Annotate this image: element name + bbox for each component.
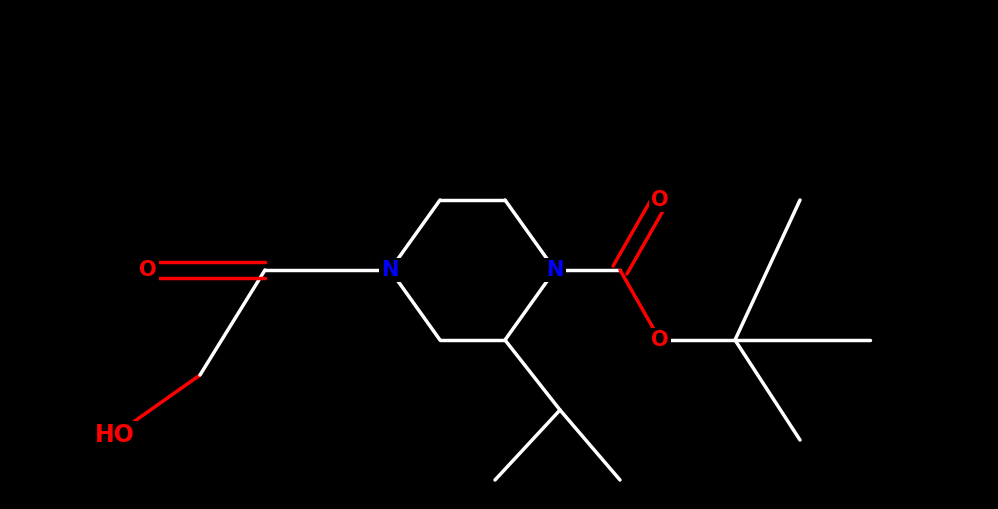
Text: O: O <box>139 260 157 280</box>
Text: O: O <box>651 190 669 210</box>
Text: N: N <box>546 260 564 280</box>
Text: N: N <box>381 260 398 280</box>
Text: O: O <box>651 330 669 350</box>
Text: HO: HO <box>95 423 135 447</box>
